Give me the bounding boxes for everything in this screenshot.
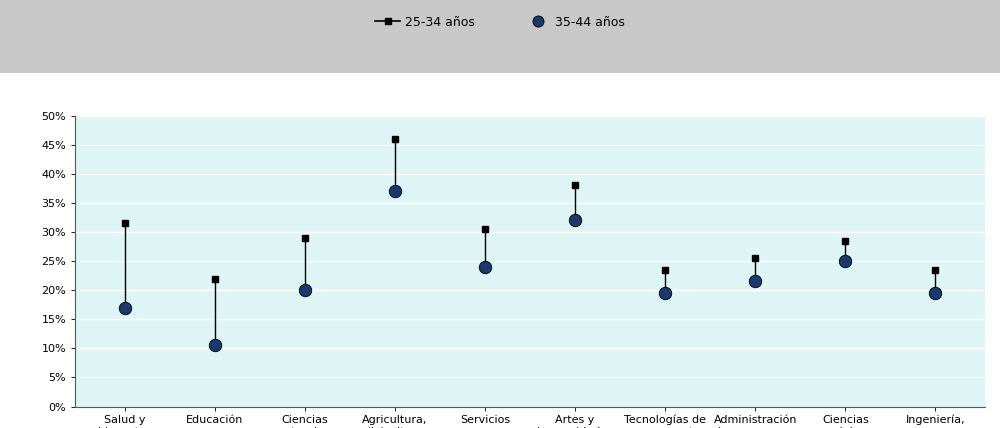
Legend: 25-34 años, 35-44 años: 25-34 años, 35-44 años [370, 11, 630, 33]
